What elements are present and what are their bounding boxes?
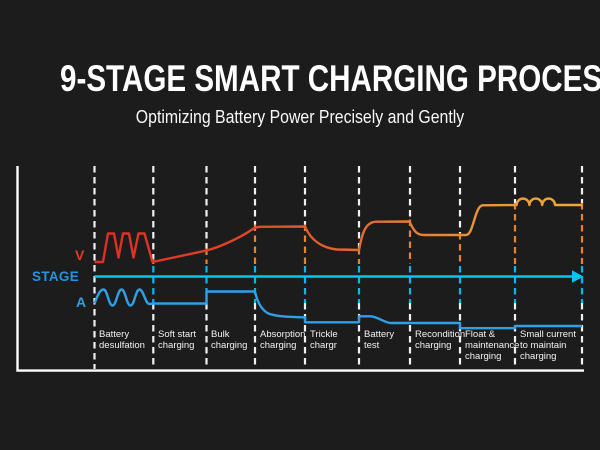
stage-label-recondition-charging: Recondition charging [415,329,466,352]
page-subtitle: Optimizing Battery Power Precisely and G… [135,107,465,127]
stage-label-absorption-charging: Absorption charging [260,329,306,352]
stage-label-small-current-maintain: Small current to maintain charging [520,329,576,363]
stage-label-soft-start-charging: Soft start charging [158,329,197,352]
chart-axis-frame [16,166,584,372]
stage-label-trickle-charge: Trickle chargr [310,329,338,352]
stage-boundary-lines [93,166,584,369]
current-axis-label: A [76,294,87,310]
stage-label-bulk-charging: Bulk charging [211,329,248,352]
current-curve [93,288,582,330]
stage-label-battery-desulfation: Battery desulfation [99,329,145,352]
stage-label-float-maintenance-charging: Float & maintenance charging [465,329,520,363]
voltage-axis-label: V [75,247,85,263]
stage-label-battery-test: Battery test [364,329,395,352]
stage-axis-label: STAGE [32,269,80,284]
stage-axis-arrowhead [572,270,584,283]
voltage-curve [94,197,582,264]
